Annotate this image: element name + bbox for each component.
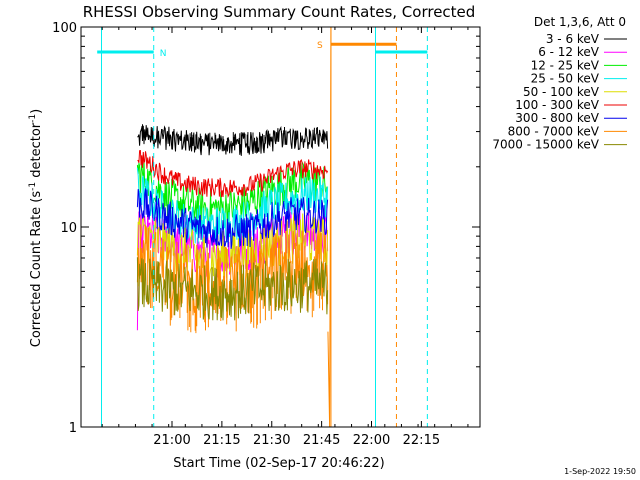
x-tick-label: 22:00 [353,433,390,448]
legend-title: Det 1,3,6, Att 0 [534,15,626,29]
x-tick-label: 21:15 [203,433,240,448]
y-tick-label: 1 [69,421,77,436]
series-line [136,160,329,228]
legend-label: 50 - 100 keV [523,85,600,99]
series-layer [136,27,332,427]
legend-label: 7000 - 15000 keV [492,138,599,152]
flag-label: S [317,41,323,51]
series-7000-15000kev [136,257,329,321]
series-300-800kev [136,188,329,249]
series-12-25kev [136,160,329,228]
legend-entry: 50 - 100 keV [523,85,627,99]
flag-s: S [317,27,397,427]
x-axis-label: Start Time (02-Sep-17 20:46:22) [173,456,384,471]
legend-label: 25 - 50 keV [531,72,600,86]
legend-entry: 7000 - 15000 keV [492,138,627,152]
flag-n: N [97,27,166,427]
y-axis: 1 10 100 [52,21,480,436]
y-axis-label: Corrected Count Rate (s-1 detector-1) [28,109,44,347]
y-tick-label: 10 [60,221,77,236]
legend-entry: 25 - 50 keV [531,72,627,86]
legend-label: 800 - 7000 keV [508,124,600,138]
plot-area: NS [97,27,428,427]
series-3-6kev [137,124,329,156]
legend-label: 6 - 12 keV [538,45,600,59]
legend-entry: 12 - 25 keV [531,58,627,72]
legend-entry: 800 - 7000 keV [508,124,627,138]
series-800-7000kev [136,224,329,334]
y-tick-label: 100 [52,21,77,36]
x-axis: 21:00 21:15 21:30 21:45 22:00 22:15 [101,27,469,448]
flags-layer: NS [97,27,428,427]
legend-label: 3 - 6 keV [546,32,600,46]
legend-entry: 300 - 800 keV [515,111,627,125]
legend-label: 300 - 800 keV [515,111,599,125]
x-tick-label: 21:30 [253,433,290,448]
legend-entry: 6 - 12 keV [538,45,627,59]
legend-label: 12 - 25 keV [531,58,600,72]
series-line [137,150,329,199]
legend-entry: 100 - 300 keV [515,98,627,112]
x-tick-label: 22:15 [403,433,440,448]
legend-entry: 3 - 6 keV [546,32,627,46]
series-line [136,188,329,249]
series-line [136,257,329,321]
x-tick-label: 21:00 [153,433,190,448]
series-line [136,224,329,334]
flag-label: N [160,49,167,59]
series-100-300kev [137,150,329,199]
timestamp: 1-Sep-2022 19:50 [564,467,636,476]
x-tick-label: 21:45 [303,433,340,448]
series-line [137,124,329,156]
legend-label: 100 - 300 keV [515,98,599,112]
chart-title: RHESSI Observing Summary Count Rates, Co… [83,3,476,21]
flag-n2 [374,27,428,427]
